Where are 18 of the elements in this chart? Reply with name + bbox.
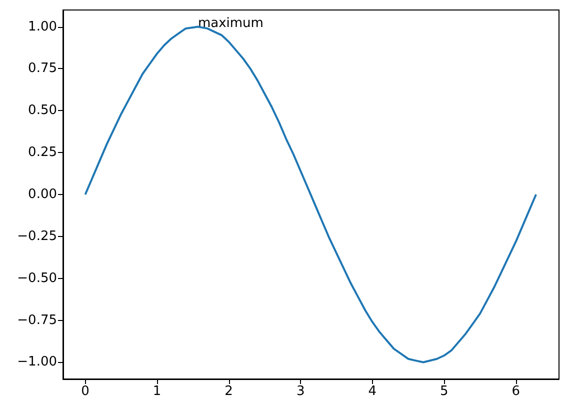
- y-tick-label: −1.00: [17, 354, 57, 370]
- y-tick-label: 0.25: [28, 145, 57, 160]
- x-tick-label: 4: [368, 384, 377, 399]
- x-tick-label: 2: [224, 384, 233, 399]
- x-tick-label: 6: [512, 384, 520, 399]
- y-tick-label: 0.75: [28, 61, 57, 76]
- y-tick-label: 0.50: [28, 103, 57, 118]
- y-tick-label: 1.00: [28, 19, 57, 34]
- annotation: maximum: [198, 16, 264, 31]
- x-tick-label: 1: [152, 384, 162, 399]
- x-tick-label: 0: [81, 384, 90, 399]
- line-series: [84, 26, 538, 364]
- y-tick-label: −0.50: [17, 270, 57, 286]
- y-tick-label: −0.75: [17, 312, 57, 328]
- x-tick-label: 5: [440, 384, 448, 399]
- x-tick-label: 3: [296, 384, 305, 399]
- y-tick-label: 0.00: [28, 187, 57, 202]
- y-tick-label: −0.25: [17, 228, 57, 244]
